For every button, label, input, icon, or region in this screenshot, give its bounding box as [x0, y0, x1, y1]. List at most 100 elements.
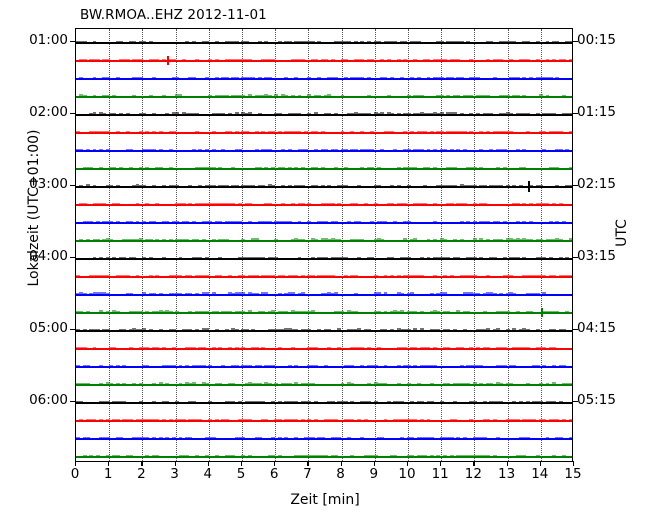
- x-axis-tick-label: 1: [103, 466, 113, 482]
- seismic-trace: [76, 327, 572, 334]
- trace-line: [76, 383, 572, 386]
- x-axis-tick-label: 3: [170, 466, 179, 482]
- x-axis-tickmark: [141, 461, 143, 466]
- y-axis-right-tickmark: [572, 401, 578, 403]
- seismic-trace: [76, 75, 572, 82]
- gridline-vertical: [441, 29, 443, 461]
- y-axis-left-tickmark: [70, 257, 76, 259]
- y-axis-left-tick-label: 02:00: [29, 104, 68, 120]
- trace-noise: [76, 94, 572, 98]
- seismic-event-spike: [527, 180, 530, 192]
- x-axis-tickmark: [75, 461, 77, 466]
- seismic-trace: [76, 345, 572, 352]
- gridline-vertical: [507, 29, 509, 461]
- y-axis-right-tick-label: 01:15: [577, 104, 616, 120]
- x-axis-tickmark: [241, 461, 243, 466]
- trace-noise: [76, 202, 572, 206]
- x-axis-tick-label: 10: [398, 466, 416, 482]
- gridline-vertical: [308, 29, 310, 461]
- gridline-vertical: [474, 29, 476, 461]
- y-axis-left-tickmark: [70, 185, 76, 187]
- x-axis-tickmark: [573, 461, 575, 466]
- x-axis-tick-label: 4: [203, 466, 213, 482]
- trace-line: [76, 401, 572, 404]
- x-axis-tickmark: [207, 461, 210, 466]
- trace-noise: [76, 274, 572, 278]
- x-axis-tick-label: 6: [269, 466, 279, 482]
- x-axis-tickmark: [108, 461, 110, 466]
- x-axis-tick-label: 9: [369, 466, 379, 482]
- x-axis-tick-label: 14: [531, 466, 549, 482]
- seismic-trace: [76, 237, 572, 244]
- trace-noise: [76, 436, 572, 440]
- seismic-trace: [76, 129, 572, 136]
- x-axis-tickmark: [539, 461, 542, 466]
- y-axis-left-tick-label: 05:00: [29, 320, 68, 336]
- x-axis-tick-label: 12: [464, 466, 482, 482]
- x-axis-tickmark: [307, 461, 309, 466]
- trace-noise: [76, 400, 572, 404]
- trace-noise: [76, 256, 572, 260]
- seismic-trace: [76, 93, 572, 100]
- trace-noise: [76, 364, 572, 368]
- y-axis-right-tickmark: [572, 41, 578, 43]
- y-axis-right-tickmark: [572, 329, 578, 331]
- y-axis-right-tick-label: 05:15: [577, 392, 616, 408]
- gridline-vertical: [208, 29, 210, 461]
- trace-noise: [76, 130, 572, 134]
- x-axis-label: Zeit [min]: [290, 492, 360, 508]
- x-axis-tick-label: 2: [137, 466, 146, 482]
- seismic-trace: [76, 307, 572, 317]
- y-axis-left-tick-label: 03:00: [29, 176, 68, 192]
- y-axis-left-tick-label: 01:00: [29, 32, 68, 48]
- seismic-trace: [76, 399, 572, 406]
- trace-noise: [76, 220, 572, 224]
- gridline-vertical: [109, 29, 111, 461]
- y-axis-right-tickmark: [572, 113, 578, 115]
- seismic-trace: [76, 453, 572, 460]
- gridline-vertical: [275, 29, 277, 461]
- gridline-vertical: [242, 29, 243, 461]
- y-axis-left-label: Lokalzeit (UTC+01:00): [26, 129, 42, 287]
- seismic-event-spike: [540, 307, 543, 317]
- gridline-vertical: [374, 29, 376, 461]
- trace-line: [76, 347, 572, 350]
- trace-noise: [76, 148, 572, 152]
- y-axis-left-tick-label: 04:00: [29, 248, 68, 264]
- y-axis-right-tick-label: 02:15: [577, 176, 616, 192]
- x-axis-tick-label: 15: [564, 466, 582, 482]
- trace-line: [76, 311, 572, 314]
- trace-container: [76, 29, 572, 461]
- trace-noise: [76, 346, 572, 350]
- seismic-trace: [76, 165, 572, 172]
- seismic-trace: [76, 435, 572, 442]
- trace-noise: [76, 454, 572, 458]
- trace-noise: [76, 76, 572, 80]
- seismic-trace: [76, 55, 572, 65]
- y-axis-right-tickmark: [572, 257, 578, 259]
- x-axis-tick-label: 7: [303, 466, 312, 482]
- trace-line: [76, 77, 572, 80]
- seismic-trace: [76, 111, 572, 118]
- x-axis-tickmark: [506, 461, 508, 466]
- x-axis-tick-label: 0: [70, 466, 80, 482]
- trace-noise: [76, 291, 572, 297]
- trace-noise: [76, 382, 572, 386]
- seismic-trace: [76, 201, 572, 208]
- trace-line: [76, 41, 572, 44]
- seismic-trace: [76, 39, 572, 46]
- seismic-trace: [76, 381, 572, 388]
- trace-noise: [76, 238, 572, 242]
- gridlines: [76, 29, 572, 461]
- x-axis-tickmark: [274, 461, 276, 466]
- seismic-trace: [76, 147, 572, 154]
- x-axis-tickmark: [440, 461, 442, 466]
- gridline-vertical: [540, 29, 542, 461]
- y-axis-left-tickmark: [70, 329, 76, 331]
- y-axis-right-tickmark: [572, 185, 578, 187]
- trace-noise: [76, 166, 572, 170]
- seismic-trace: [76, 417, 572, 424]
- plot-area: [75, 28, 573, 462]
- x-axis-tickmark: [407, 461, 409, 466]
